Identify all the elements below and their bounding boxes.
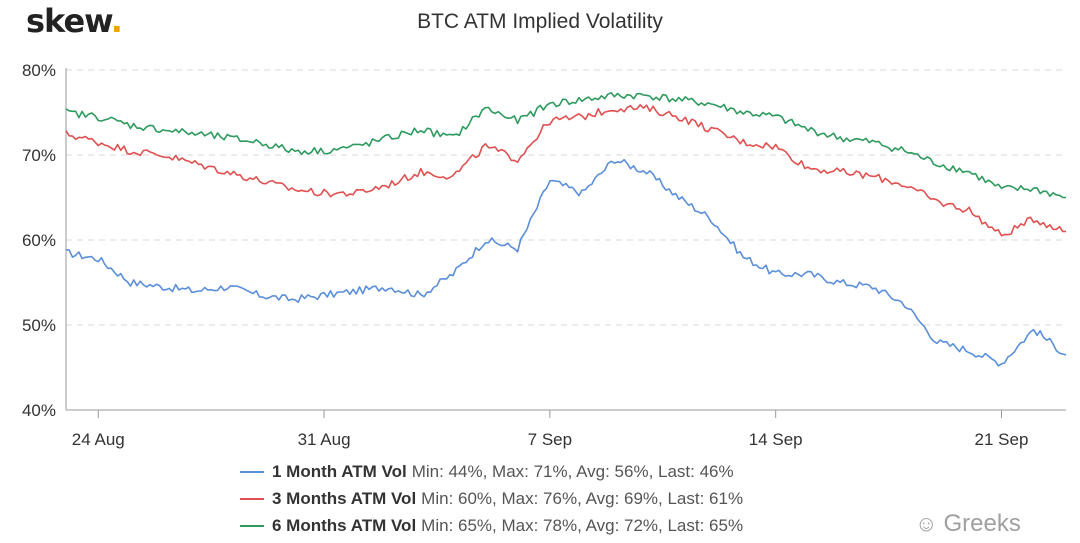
- legend-series-name: 6 Months ATM Vol: [272, 516, 417, 535]
- series-line-1: [65, 158, 1067, 367]
- y-tick-label: 80%: [22, 61, 56, 80]
- y-tick-label: 40%: [22, 401, 56, 420]
- x-tick-label: 31 Aug: [298, 430, 351, 449]
- legend-item[interactable]: 6 Months ATM Vol Min: 65%, Max: 78%, Avg:…: [240, 512, 743, 539]
- legend-series-stats: Min: 60%, Max: 76%, Avg: 69%, Last: 61%: [421, 489, 744, 508]
- legend-swatch: [240, 497, 264, 500]
- wechat-icon: ☺: [915, 511, 938, 536]
- x-tick-label: 7 Sep: [528, 430, 572, 449]
- watermark-text: Greeks: [943, 510, 1021, 537]
- legend-item[interactable]: 3 Months ATM Vol Min: 60%, Max: 76%, Avg:…: [240, 485, 743, 512]
- legend-series-name: 3 Months ATM Vol: [272, 489, 417, 508]
- brand-name: skew: [26, 2, 112, 40]
- legend-series-stats: Min: 44%, Max: 71%, Avg: 56%, Last: 46%: [411, 462, 734, 481]
- legend-swatch: [240, 524, 264, 527]
- legend-series-stats: Min: 65%, Max: 78%, Avg: 72%, Last: 65%: [421, 516, 744, 535]
- brand-dot: .: [110, 2, 123, 40]
- x-tick-label: 24 Aug: [72, 430, 125, 449]
- legend-series-name: 1 Month ATM Vol: [272, 462, 407, 481]
- y-tick-label: 60%: [22, 231, 56, 250]
- y-tick-label: 70%: [22, 146, 56, 165]
- x-tick-label: 14 Sep: [749, 430, 803, 449]
- legend-swatch: [240, 470, 264, 473]
- watermark: ☺ Greeks: [915, 510, 1021, 538]
- y-tick-label: 50%: [22, 316, 56, 335]
- x-tick-label: 21 Sep: [975, 430, 1029, 449]
- chart-title: BTC ATM Implied Volatility: [417, 10, 663, 33]
- chart-legend: 1 Month ATM Vol Min: 44%, Max: 71%, Avg: …: [240, 458, 743, 539]
- legend-item[interactable]: 1 Month ATM Vol Min: 44%, Max: 71%, Avg: …: [240, 458, 743, 485]
- series-line-2: [65, 104, 1066, 237]
- series-line-3: [65, 92, 1067, 199]
- skew-logo: skew.: [26, 2, 123, 40]
